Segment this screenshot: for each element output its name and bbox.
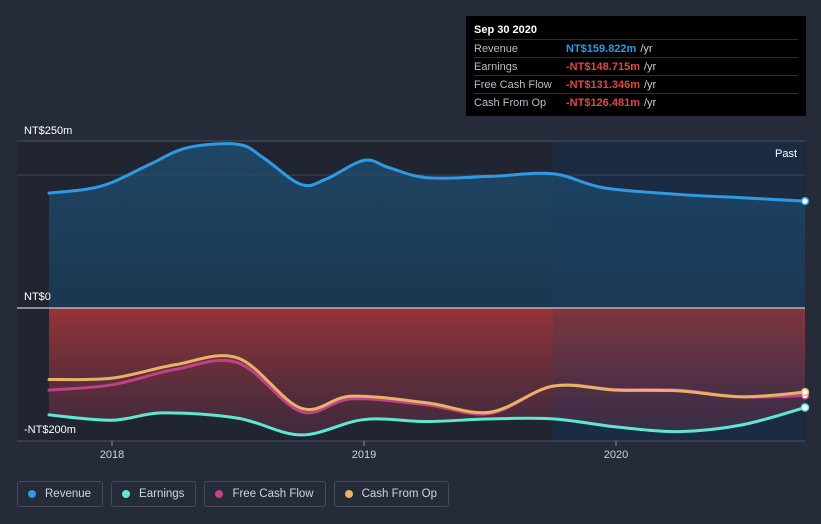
- past-label: Past: [775, 148, 797, 160]
- chart-legend: Revenue Earnings Free Cash Flow Cash From O…: [17, 481, 450, 507]
- tooltip-row: Free Cash Flow -NT$131.346m/yr: [474, 75, 798, 93]
- legend-label: Cash From Op: [361, 488, 438, 500]
- tooltip-row: Earnings -NT$148.715m/yr: [474, 57, 798, 75]
- revenue-line: [47, 142, 807, 203]
- legend-label: Revenue: [45, 488, 92, 500]
- y-tick-label: -NT$200m: [24, 424, 76, 436]
- x-tick-label: 2020: [604, 449, 628, 461]
- y-tick-label: NT$250m: [24, 125, 72, 137]
- tooltip-row-label: Free Cash Flow: [474, 78, 552, 91]
- tooltip-row-value: -NT$131.346m: [566, 78, 640, 91]
- legend-earnings[interactable]: Earnings: [111, 481, 197, 507]
- legend-dot-icon: [215, 490, 224, 498]
- tooltip-row-unit: /yr: [644, 96, 657, 109]
- tooltip-row: Revenue NT$159.822m/yr: [474, 39, 798, 57]
- legend-label: Free Cash Flow: [232, 488, 314, 500]
- legend-dot-icon: [122, 490, 131, 498]
- negative-area: [49, 308, 805, 435]
- legend-label: Earnings: [139, 488, 185, 500]
- tooltip-row-unit: /yr: [640, 42, 653, 55]
- tooltip-row: Cash From Op -NT$126.481m/yr: [474, 93, 798, 111]
- legend-dot-icon: [28, 490, 36, 498]
- revenue-end-point: [800, 196, 810, 206]
- tooltip-row-value: -NT$126.481m: [566, 96, 640, 109]
- tooltip-row-label: Earnings: [474, 60, 518, 73]
- cash-from-op-line: [47, 354, 807, 415]
- tooltip-date: Sep 30 2020: [474, 24, 537, 36]
- tooltip-row-value: -NT$148.715m: [566, 60, 640, 73]
- x-tick-label: 2018: [100, 449, 124, 461]
- tooltip-row-label: Cash From Op: [474, 96, 547, 109]
- tooltip-row-label: Revenue: [474, 42, 519, 55]
- revenue-area: [49, 143, 805, 308]
- data-tooltip: Sep 30 2020 Revenue NT$159.822m/yr Earning…: [466, 16, 806, 116]
- legend-dot-icon: [344, 490, 353, 498]
- tooltip-row-unit: /yr: [644, 78, 657, 91]
- tooltip-row-unit: /yr: [644, 60, 657, 73]
- legend-free-cash-flow[interactable]: Free Cash Flow: [204, 481, 326, 507]
- legend-revenue[interactable]: Revenue: [17, 481, 104, 507]
- x-tick-label: 2019: [352, 449, 376, 461]
- earnings-end-point: [800, 403, 810, 412]
- cash-from-op-end-point: [800, 387, 810, 397]
- legend-cash-from-op[interactable]: Cash From Op: [333, 481, 450, 507]
- tooltip-row-value: NT$159.822m: [566, 42, 637, 55]
- earnings-line: [47, 406, 807, 437]
- y-tick-label: NT$0: [24, 291, 51, 303]
